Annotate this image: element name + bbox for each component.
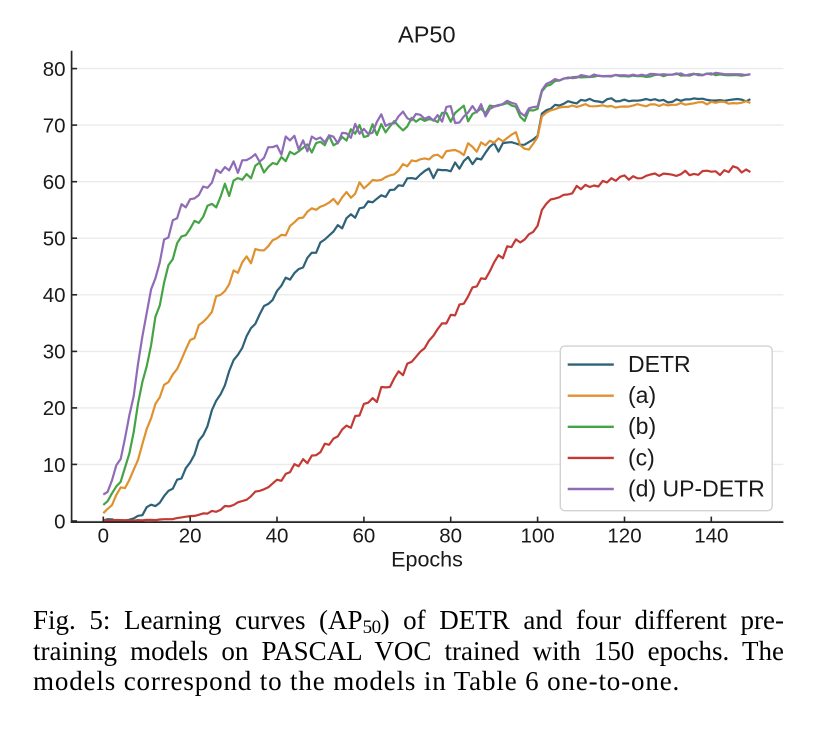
svg-text:40: 40 [266, 525, 289, 548]
svg-text:30: 30 [43, 341, 66, 364]
svg-text:AP50: AP50 [398, 22, 456, 48]
svg-text:0: 0 [98, 525, 109, 548]
svg-text:(c): (c) [628, 444, 655, 470]
svg-text:80: 80 [439, 525, 462, 548]
svg-text:0: 0 [54, 510, 65, 533]
svg-text:(a): (a) [628, 382, 656, 408]
svg-text:60: 60 [43, 171, 66, 194]
svg-text:20: 20 [43, 397, 66, 420]
svg-text:80: 80 [43, 58, 66, 81]
svg-text:60: 60 [352, 525, 375, 548]
svg-text:(b): (b) [628, 413, 656, 439]
svg-text:70: 70 [43, 114, 66, 137]
svg-text:100: 100 [520, 525, 554, 548]
svg-text:50: 50 [43, 228, 66, 251]
svg-text:(d) UP-DETR: (d) UP-DETR [628, 475, 765, 501]
svg-text:Epochs: Epochs [391, 548, 463, 572]
svg-text:40: 40 [43, 284, 66, 307]
svg-text:120: 120 [607, 525, 641, 548]
svg-text:20: 20 [179, 525, 202, 548]
svg-text:DETR: DETR [628, 351, 691, 377]
svg-text:140: 140 [694, 525, 728, 548]
svg-text:10: 10 [43, 454, 66, 477]
